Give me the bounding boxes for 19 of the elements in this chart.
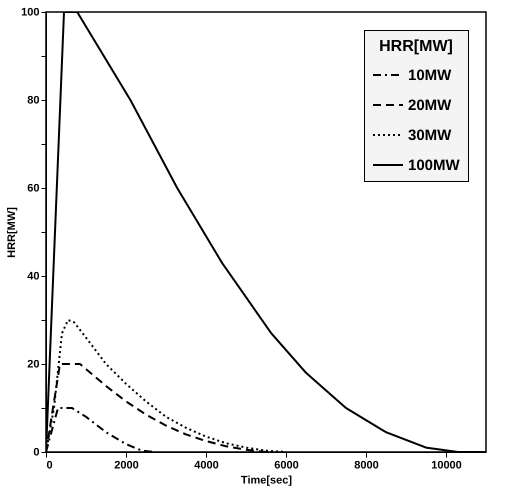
x-tick-label: 0 [46, 460, 53, 472]
y-tick-label: 40 [27, 270, 40, 282]
x-axis-title: Time[sec] [240, 474, 292, 486]
x-tick-label: 10000 [431, 460, 462, 472]
y-tick-label: 100 [21, 6, 40, 18]
x-tick-label: 6000 [274, 460, 299, 472]
y-tick-label: 60 [27, 182, 40, 194]
x-tick-label: 4000 [194, 460, 219, 472]
legend-label: 30MW [408, 127, 452, 144]
legend-label: 100MW [408, 157, 461, 174]
legend-label: 20MW [408, 97, 452, 114]
y-tick-label: 80 [27, 94, 40, 106]
legend-title: HRR[MW] [379, 38, 453, 55]
x-tick-label: 2000 [114, 460, 139, 472]
x-tick-label: 8000 [354, 460, 379, 472]
y-tick-label: 20 [27, 358, 40, 370]
y-axis-title: HRR[MW] [6, 206, 18, 258]
legend-label: 10MW [408, 67, 452, 84]
y-tick-label: 0 [33, 446, 40, 458]
